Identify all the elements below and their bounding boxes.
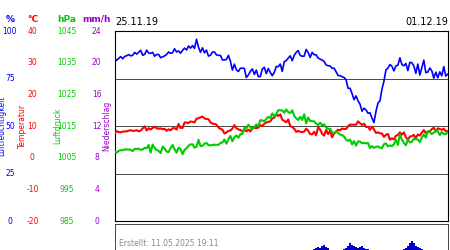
Bar <box>421 249 423 250</box>
Bar <box>321 246 323 250</box>
Text: 75: 75 <box>5 74 15 83</box>
Bar <box>407 246 409 250</box>
Bar <box>417 247 419 250</box>
Bar <box>353 246 355 250</box>
Bar <box>315 248 317 250</box>
Bar <box>325 247 327 250</box>
Bar <box>361 246 363 250</box>
Text: Luftdruck: Luftdruck <box>53 108 62 144</box>
Text: Luftfeuchtigkeit: Luftfeuchtigkeit <box>0 96 6 156</box>
Bar <box>365 249 367 250</box>
Text: 995: 995 <box>59 185 74 194</box>
Text: 30: 30 <box>27 58 37 68</box>
Text: 25.11.19: 25.11.19 <box>115 16 158 26</box>
Bar <box>419 248 421 250</box>
Text: 0: 0 <box>8 217 12 226</box>
Text: 25: 25 <box>5 169 15 178</box>
Bar <box>349 244 351 250</box>
Bar <box>359 247 361 250</box>
Bar <box>405 248 407 250</box>
Bar <box>367 249 369 250</box>
Text: 100: 100 <box>3 27 17 36</box>
Text: Niederschlag: Niederschlag <box>103 101 112 151</box>
Bar <box>409 244 411 250</box>
Text: 1035: 1035 <box>57 58 76 68</box>
Text: 8: 8 <box>94 154 99 162</box>
Text: 20: 20 <box>27 90 37 99</box>
Text: hPa: hPa <box>57 15 76 24</box>
Text: 40: 40 <box>27 27 37 36</box>
Bar <box>355 247 357 250</box>
Bar <box>313 249 315 250</box>
Text: mm/h: mm/h <box>82 15 111 24</box>
Text: 20: 20 <box>92 58 102 68</box>
Text: Temperatur: Temperatur <box>18 104 27 148</box>
Bar <box>357 248 359 250</box>
Text: 1005: 1005 <box>57 154 76 162</box>
Text: -10: -10 <box>26 185 39 194</box>
Bar <box>411 241 413 250</box>
Bar <box>319 248 321 250</box>
Text: °C: °C <box>27 15 38 24</box>
Bar <box>413 244 415 250</box>
Bar <box>323 244 325 250</box>
Text: 12: 12 <box>92 122 102 131</box>
Text: 4: 4 <box>94 185 99 194</box>
Bar <box>363 248 365 250</box>
Bar <box>351 244 353 250</box>
Bar <box>327 248 329 250</box>
Text: 985: 985 <box>59 217 74 226</box>
Text: 01.12.19: 01.12.19 <box>405 16 448 26</box>
Bar <box>343 249 345 250</box>
Text: 0: 0 <box>30 154 35 162</box>
Text: %: % <box>5 15 14 24</box>
Text: -20: -20 <box>26 217 39 226</box>
Bar <box>347 246 349 250</box>
Text: 1015: 1015 <box>57 122 76 131</box>
Bar <box>403 249 405 250</box>
Bar <box>317 247 319 250</box>
Bar <box>415 246 417 250</box>
Text: 0: 0 <box>94 217 99 226</box>
Text: 10: 10 <box>27 122 37 131</box>
Text: 50: 50 <box>5 122 15 131</box>
Text: Erstellt: 11.05.2025 19:11: Erstellt: 11.05.2025 19:11 <box>119 238 219 248</box>
Text: 1025: 1025 <box>57 90 76 99</box>
Text: 16: 16 <box>92 90 102 99</box>
Text: 1045: 1045 <box>57 27 76 36</box>
Bar <box>345 248 347 250</box>
Text: 24: 24 <box>92 27 102 36</box>
